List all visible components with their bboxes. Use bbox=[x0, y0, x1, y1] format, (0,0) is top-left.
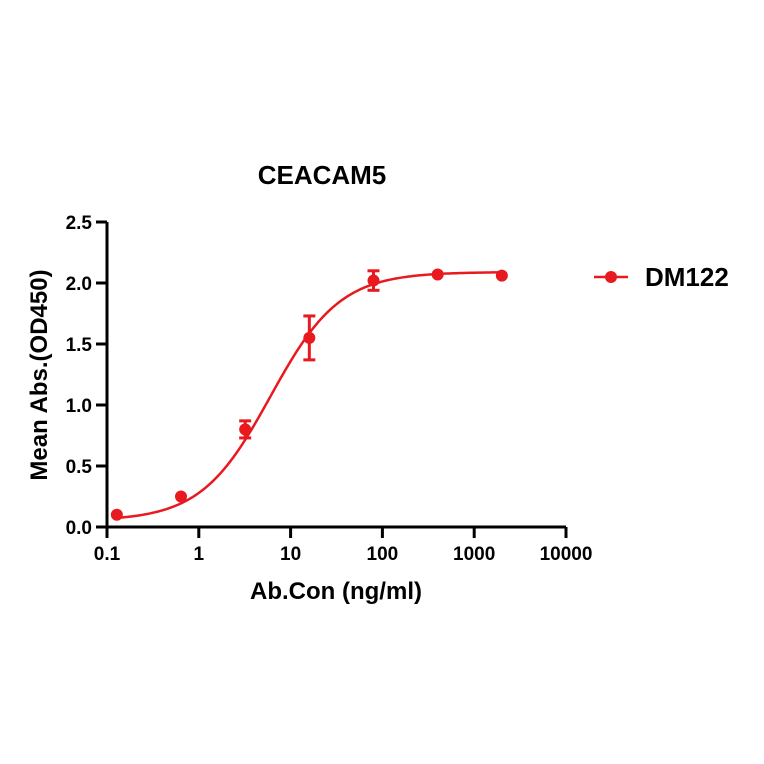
legend-marker-swatch bbox=[605, 271, 617, 283]
x-tick-label: 0.1 bbox=[94, 544, 121, 565]
y-axis-label: Mean Abs.(OD450) bbox=[26, 269, 53, 480]
data-point bbox=[303, 331, 316, 344]
fit-curve-line bbox=[116, 271, 502, 520]
y-tick-label: 1.0 bbox=[66, 396, 92, 417]
x-tick-label: 1000 bbox=[453, 544, 495, 565]
data-point bbox=[110, 508, 123, 521]
plot-area: 0.0 0.5 1.0 1.5 2.0 2.5 0.1 1 10 100 1000 10000 bbox=[66, 213, 593, 565]
legend: DM122 bbox=[594, 262, 729, 292]
y-tick-label: 1.5 bbox=[66, 335, 93, 356]
data-point bbox=[175, 490, 188, 503]
x-tick-label: 100 bbox=[367, 544, 399, 565]
x-tick-label: 1 bbox=[194, 544, 205, 565]
x-tick-label: 10 bbox=[280, 544, 301, 565]
chart-title: CEACAM5 bbox=[258, 160, 387, 190]
y-tick-label: 0.0 bbox=[66, 518, 92, 539]
y-tick-label: 2.5 bbox=[66, 213, 93, 234]
data-point bbox=[431, 268, 444, 281]
data-point bbox=[495, 269, 508, 282]
x-tick-label: 10000 bbox=[540, 544, 593, 565]
legend-label: DM122 bbox=[645, 262, 729, 292]
y-tick-label: 2.0 bbox=[66, 274, 92, 295]
data-point bbox=[367, 274, 380, 287]
y-tick-label: 0.5 bbox=[66, 457, 93, 478]
data-points bbox=[110, 268, 508, 521]
y-axis-ticks: 0.0 0.5 1.0 1.5 2.0 2.5 bbox=[66, 213, 107, 539]
x-axis-ticks: 0.1 1 10 100 1000 10000 bbox=[94, 527, 593, 565]
data-point bbox=[239, 423, 252, 436]
x-axis-label: Ab.Con (ng/ml) bbox=[250, 578, 422, 605]
